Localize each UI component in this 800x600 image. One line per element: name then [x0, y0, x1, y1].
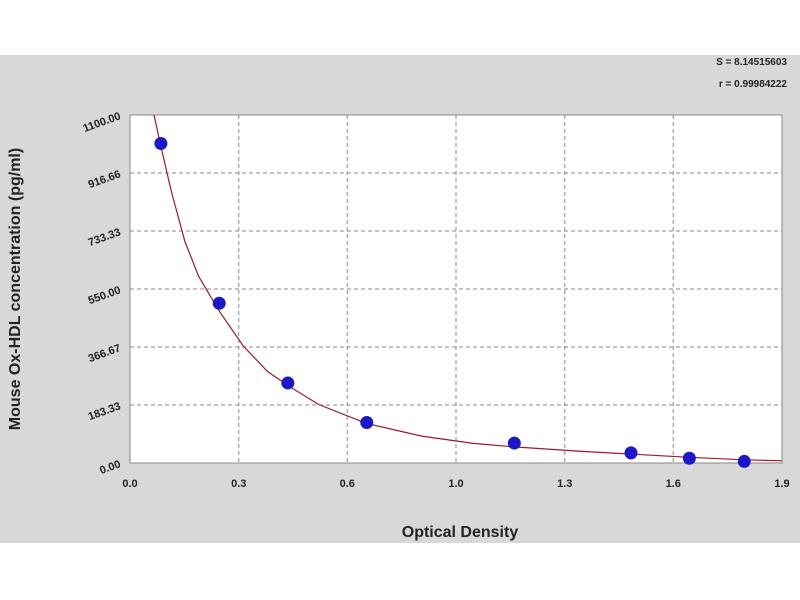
x-tick-label: 1.0: [448, 478, 463, 490]
x-tick-label: 1.9: [774, 478, 789, 490]
data-point: [737, 454, 751, 468]
chart: 0.0 0.3 0.6 1.0 1.3 1.6 1.9 0.00 183.33 366.67 55…: [7, 57, 790, 541]
x-axis-title: Optical Density: [402, 524, 519, 541]
y-tick-label: 366.67: [87, 342, 123, 365]
y-tick-label: 0.00: [98, 458, 122, 477]
y-tick-label: 550.00: [87, 284, 123, 307]
data-points: [154, 136, 751, 468]
data-point: [212, 296, 226, 310]
x-tick-label: 0.6: [340, 478, 355, 490]
y-tick-label: 183.33: [87, 400, 123, 423]
y-axis-title: Mouse Ox-HDL concentration (pg/ml): [7, 148, 24, 430]
x-tick-labels: 0.0 0.3 0.6 1.0 1.3 1.6 1.9: [122, 478, 789, 490]
y-tick-label: 1100.00: [81, 110, 122, 135]
data-point: [154, 136, 168, 150]
x-tick-label: 0.3: [231, 478, 246, 490]
data-point: [360, 416, 374, 430]
x-tick-label: 1.3: [557, 478, 572, 490]
data-point: [682, 451, 696, 465]
y-tick-label: 916.66: [87, 168, 123, 191]
x-tick-label: 0.0: [122, 478, 137, 490]
chart-frame: 0.0 0.3 0.6 1.0 1.3 1.6 1.9 0.00 183.33 366.67 55…: [0, 55, 800, 543]
x-tick-label: 1.6: [666, 478, 681, 490]
stat-r-value: r = 0.99984222: [719, 79, 788, 90]
grid: [130, 115, 782, 463]
data-point: [624, 446, 638, 460]
data-point: [507, 436, 521, 450]
y-tick-label: 733.33: [87, 226, 123, 249]
stat-s-value: S = 8.14515603: [716, 57, 787, 68]
y-tick-labels: 0.00 183.33 366.67 550.00 733.33 916.66 1100.0…: [81, 110, 122, 477]
data-point: [281, 376, 295, 390]
